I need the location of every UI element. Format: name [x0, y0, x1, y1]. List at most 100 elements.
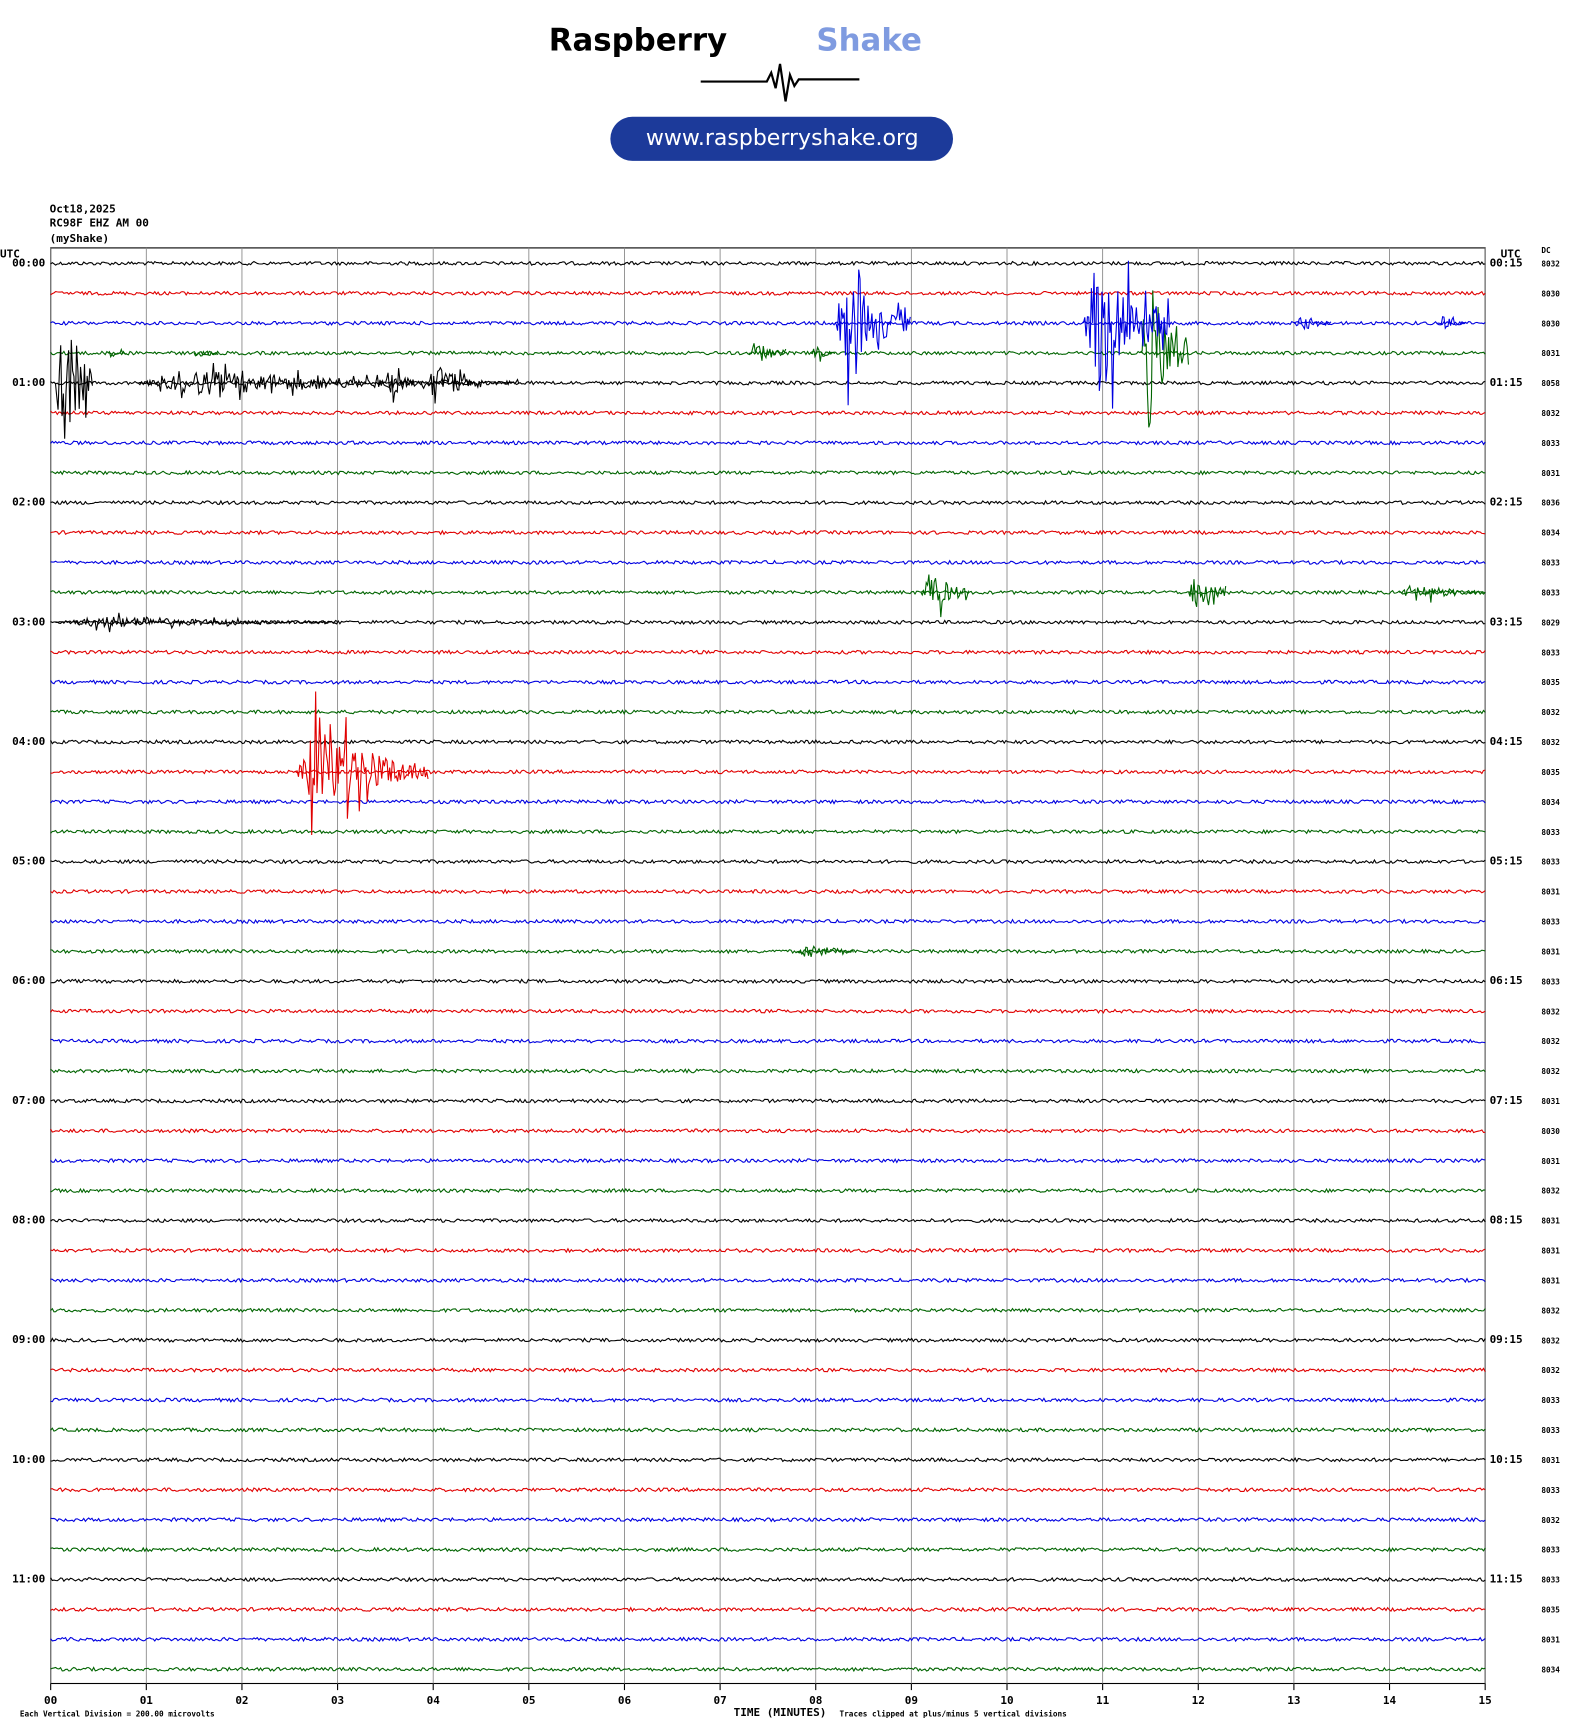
dc-value: 8031 [1541, 1157, 1560, 1166]
y-tick-label-right: 08:15 [1490, 1214, 1523, 1227]
scale-note: Each Vertical Division = 200.00 microvol… [20, 1709, 215, 1718]
dc-value: 8033 [1541, 439, 1560, 448]
dc-value: 8031 [1541, 469, 1560, 478]
dc-value: 8033 [1541, 1396, 1560, 1405]
dc-value: 8032 [1541, 1366, 1560, 1375]
x-tick-label: 14 [1383, 1694, 1397, 1707]
seismic-event [797, 946, 854, 957]
trace-baseline [51, 890, 1485, 893]
trace-baseline [51, 1638, 1485, 1642]
y-tick-label-right: 10:15 [1490, 1453, 1523, 1466]
x-tick-label: 03 [331, 1694, 344, 1707]
dc-value: 8032 [1541, 1007, 1560, 1016]
plot-frame [51, 248, 1485, 1684]
trace-baseline [51, 1069, 1485, 1072]
trace-baseline [51, 1608, 1485, 1611]
dc-value: 8033 [1541, 1426, 1560, 1435]
y-tick-label: 05:00 [12, 855, 45, 868]
y-tick-label: 00:00 [12, 256, 45, 269]
trace-baseline [51, 1039, 1485, 1043]
seismic-event [1437, 317, 1465, 329]
trace-baseline [51, 1249, 1485, 1252]
y-tick-label: 04:00 [12, 735, 45, 748]
x-tick-label: 12 [1192, 1694, 1205, 1707]
trace-baseline [51, 1279, 1485, 1283]
dc-value: 8033 [1541, 977, 1560, 986]
trace-baseline [51, 830, 1485, 833]
logo-wave [701, 64, 860, 101]
dc-value: 8035 [1541, 678, 1560, 687]
seismic-event [921, 575, 969, 618]
dc-value: 8032 [1541, 708, 1560, 717]
trace-baseline [51, 1488, 1485, 1491]
dc-value: 8033 [1541, 1486, 1560, 1495]
y-tick-label: 01:00 [12, 376, 45, 389]
trace-baseline [51, 1189, 1485, 1192]
trace-baseline [51, 800, 1485, 804]
y-tick-label-right: 05:15 [1490, 855, 1523, 868]
dc-value: 8034 [1541, 529, 1560, 538]
trace-baseline [51, 979, 1485, 983]
y-tick-label: 11:00 [12, 1572, 45, 1585]
dc-value: 8033 [1541, 588, 1560, 597]
x-tick-label: 10 [1000, 1694, 1013, 1707]
y-tick-label-right: 06:15 [1490, 974, 1523, 987]
trace-baseline [51, 441, 1485, 445]
y-tick-label: 09:00 [12, 1333, 45, 1346]
x-tick-label: 07 [713, 1694, 726, 1707]
dc-title: DC [1541, 246, 1551, 255]
dc-value: 8032 [1541, 1067, 1560, 1076]
trace-baseline [51, 1129, 1485, 1132]
trace-baseline [51, 950, 1485, 953]
logo-word: Shake [816, 22, 922, 58]
trace-baseline [51, 591, 1485, 594]
trace-baseline [51, 1518, 1485, 1522]
date: Oct18,2025 [50, 202, 116, 215]
trace-baseline [51, 680, 1485, 684]
seismic-event [1399, 586, 1485, 603]
dc-value: 8034 [1541, 798, 1560, 807]
seismic-event [835, 270, 910, 406]
dc-value: 8032 [1541, 1516, 1560, 1525]
trace-baseline [51, 1578, 1485, 1582]
dc-value: 8033 [1541, 858, 1560, 867]
dc-value: 8033 [1541, 918, 1560, 927]
trace-baseline [51, 531, 1485, 534]
trace-baseline [51, 1368, 1485, 1371]
dc-value: 8035 [1541, 1606, 1560, 1615]
x-tick-label: 08 [809, 1694, 822, 1707]
dc-value: 8032 [1541, 1306, 1560, 1315]
y-tick-label: 06:00 [12, 974, 45, 987]
dc-value: 8035 [1541, 768, 1560, 777]
y-tick-label-right: 02:15 [1490, 496, 1523, 509]
dc-value: 8032 [1541, 409, 1560, 418]
x-tick-label: 01 [140, 1694, 154, 1707]
dc-value: 8032 [1541, 1187, 1560, 1196]
x-tick-label: 11 [1096, 1694, 1110, 1707]
y-tick-label: 10:00 [12, 1453, 45, 1466]
dc-value: 8033 [1541, 1576, 1560, 1585]
dc-value: 8036 [1541, 499, 1560, 508]
trace-baseline [51, 860, 1485, 864]
x-tick-label: 15 [1479, 1694, 1492, 1707]
station: RC98F EHZ AM 00 [50, 217, 149, 230]
dc-value: 8031 [1541, 349, 1560, 358]
dc-value: 8030 [1541, 319, 1560, 328]
trace-baseline [51, 770, 1485, 773]
dc-value: 8033 [1541, 559, 1560, 568]
dc-value: 8031 [1541, 1217, 1560, 1226]
y-tick-label-right: 01:15 [1490, 376, 1523, 389]
url[interactable]: www.raspberryshake.org [646, 126, 919, 151]
y-tick-label: 03:00 [12, 615, 45, 628]
y-tick-label-right: 00:15 [1490, 256, 1523, 269]
y-tick-label: 08:00 [12, 1214, 45, 1227]
x-tick-label: 00 [44, 1694, 57, 1707]
seismic-event [194, 351, 218, 356]
x-axis-title: TIME (MINUTES) [734, 1706, 827, 1719]
dc-value: 8032 [1541, 259, 1560, 268]
trace-baseline [51, 1009, 1485, 1012]
dc-value: 8030 [1541, 289, 1560, 298]
seismic-event [55, 340, 92, 439]
x-tick-label: 05 [522, 1694, 535, 1707]
